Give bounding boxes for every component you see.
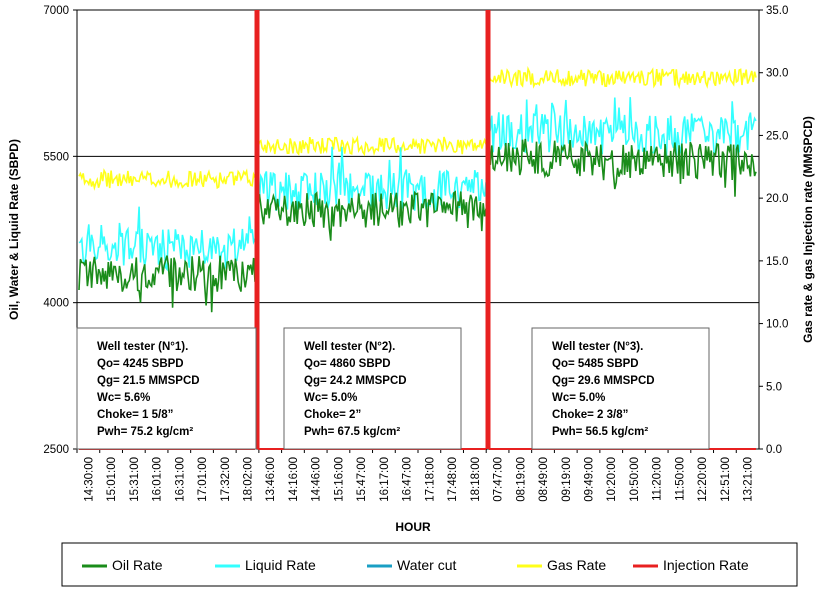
- y-right-tick-label: 0.0: [766, 444, 782, 456]
- annotation-line: Well tester (N°2).: [304, 341, 395, 353]
- oil-rate-line: [257, 190, 487, 241]
- x-tick-label: 09:19:00: [561, 457, 573, 502]
- y-left-tick-label: 2500: [43, 444, 69, 456]
- x-tick-label: 12:51:00: [720, 457, 732, 502]
- series-group: [78, 66, 757, 450]
- legend-box: [61, 542, 798, 587]
- y-right-tick-label: 20.0: [766, 193, 788, 205]
- annotation-line: Pwh= 67.5 kg/cm²: [304, 426, 400, 438]
- x-tick-label: 07:47:00: [493, 457, 505, 502]
- annotation-line: Well tester (N°3).: [552, 341, 643, 353]
- x-tick-label: 11:20:00: [652, 457, 664, 501]
- well-tester-box-3: Well tester (N°3). Qo= 5485 SBPD Qg= 29.6 …: [531, 327, 710, 450]
- annotation-line: Choke= 2 3/8”: [552, 409, 628, 421]
- liquid-rate-line: [488, 97, 757, 158]
- x-axis-title: HOUR: [395, 520, 431, 534]
- x-tick-label: 08:19:00: [515, 457, 527, 502]
- legend-label: Injection Rate: [663, 557, 749, 573]
- annotation-line: Qo= 5485 SBPD: [552, 358, 639, 370]
- x-tick-label: 16:17:00: [379, 457, 391, 502]
- gas-rate-line: [78, 168, 256, 191]
- annotation-line: Wc= 5.0%: [552, 392, 605, 404]
- x-tick-label: 16:31:00: [174, 457, 186, 502]
- x-tick-label: 16:01:00: [152, 457, 164, 502]
- x-tick-label: 17:18:00: [424, 457, 436, 502]
- x-tick-label: 18:02:00: [243, 457, 255, 502]
- y-left-tick-label: 7000: [43, 5, 69, 17]
- annotation-line: Qg= 24.2 MMSPCD: [304, 375, 407, 387]
- well-tester-box-2: Well tester (N°2). Qo= 4860 SBPD Qg= 24.2 …: [283, 327, 462, 450]
- annotation-line: Wc= 5.6%: [97, 392, 150, 404]
- liquid-rate-line: [257, 146, 487, 212]
- oil-rate-line: [488, 138, 757, 197]
- legend-label: Gas Rate: [547, 557, 606, 573]
- annotation-line: Qo= 4245 SBPD: [97, 358, 184, 370]
- x-tick-label: 10:20:00: [606, 457, 618, 502]
- x-tick-label: 13:46:00: [265, 457, 277, 502]
- y-right-axis-title: Gas rate & gas Injection rate (MMSPCD): [801, 116, 815, 343]
- annotation-box: [531, 327, 710, 450]
- well-tester-box-1: Well tester (N°1). Qo= 4245 SBPD Qg= 21.5 …: [76, 327, 257, 450]
- y-right-tick-label: 15.0: [766, 256, 788, 268]
- x-tick-label: 14:16:00: [288, 457, 300, 502]
- annotation-line: Qg= 29.6 MMSPCD: [552, 375, 655, 387]
- annotation-line: Qo= 4860 SBPD: [304, 358, 391, 370]
- x-tick-label: 12:20:00: [697, 457, 709, 502]
- y-right-tick-label: 25.0: [766, 130, 788, 142]
- annotation-box: [76, 327, 257, 450]
- annotation-line: Qg= 21.5 MMSPCD: [97, 375, 200, 387]
- annotation-line: Pwh= 75.2 kg/cm²: [97, 426, 193, 438]
- x-tick-label: 17:48:00: [447, 457, 459, 502]
- x-tick-label: 15:31:00: [129, 457, 141, 502]
- x-tick-label: 13:21:00: [743, 457, 755, 502]
- annotation-line: Wc= 5.0%: [304, 392, 357, 404]
- legend-label: Liquid Rate: [245, 557, 316, 573]
- x-tick-label: 17:01:00: [197, 457, 209, 502]
- x-tick-label: 10:50:00: [629, 457, 641, 502]
- x-tick-label: 09:49:00: [584, 457, 596, 502]
- x-tick-label: 11:50:00: [674, 457, 686, 501]
- x-tick-label: 15:16:00: [333, 457, 345, 502]
- y-right-tick-label: 35.0: [766, 5, 788, 17]
- gas-rate-line: [488, 66, 757, 90]
- x-tick-label: 16:47:00: [402, 457, 414, 502]
- y-left-tick-label: 4000: [43, 298, 69, 310]
- oil-rate-line: [78, 255, 256, 313]
- y-left-axis-title: Oil, Water & Liquid Rate (SBPD): [7, 139, 21, 320]
- x-tick-label: 14:30:00: [83, 457, 95, 502]
- x-tick-label: 14:46:00: [311, 457, 323, 502]
- annotation-line: Choke= 1 5/8”: [97, 409, 173, 421]
- y-right-tick-label: 30.0: [766, 68, 788, 80]
- annotation-line: Choke= 2”: [304, 409, 361, 421]
- legend-label: Water cut: [397, 557, 456, 573]
- liquid-rate-line: [78, 206, 256, 272]
- gas-rate-line: [257, 135, 487, 157]
- y-right-tick-label: 10.0: [766, 319, 788, 331]
- x-tick-label: 08:49:00: [538, 457, 550, 502]
- x-tick-label: 15:47:00: [356, 457, 368, 502]
- x-tick-label: 17:32:00: [220, 457, 232, 502]
- x-tick-label: 15:01:00: [106, 457, 118, 502]
- annotation-box: [283, 327, 462, 450]
- legend-label: Oil Rate: [112, 557, 163, 573]
- x-tick-label: 18:18:00: [470, 457, 482, 502]
- annotation-line: Well tester (N°1).: [97, 341, 188, 353]
- annotation-line: Pwh= 56.5 kg/cm²: [552, 426, 648, 438]
- y-right-tick-label: 5.0: [766, 381, 782, 393]
- y-left-tick-label: 5500: [43, 151, 69, 163]
